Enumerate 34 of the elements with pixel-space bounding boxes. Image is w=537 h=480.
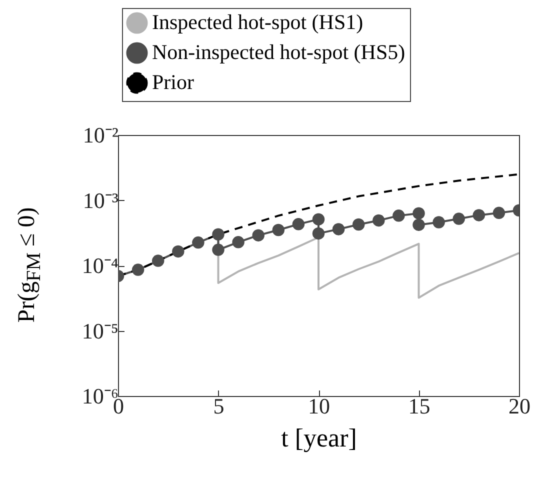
point <box>232 236 244 248</box>
point <box>292 218 305 230</box>
y-tick-label: 10⁻³ <box>82 188 119 213</box>
legend-label: Inspected hot-spot (HS1) <box>152 10 364 34</box>
x-tick-label: 10 <box>308 394 330 418</box>
y-tick-label: 10⁻² <box>82 122 119 148</box>
point <box>152 254 164 267</box>
point <box>252 229 264 242</box>
legend-label: Prior <box>152 70 194 94</box>
point <box>332 223 345 236</box>
y-tick-label: 10⁻⁴ <box>82 253 119 278</box>
point <box>312 213 325 226</box>
y-tick-label: 10⁻⁵ <box>82 318 118 344</box>
point <box>172 245 184 258</box>
point <box>272 224 285 236</box>
legend-label: Non-inspected hot-spot (HS5) <box>152 40 406 64</box>
point <box>372 214 385 227</box>
x-tick-label: 20 <box>508 394 530 418</box>
x-axis-title: t [year] <box>281 424 357 452</box>
point <box>192 236 204 249</box>
point <box>212 228 224 240</box>
point <box>132 264 144 276</box>
x-tick-label: 5 <box>213 394 224 418</box>
point <box>392 210 405 222</box>
point <box>312 227 325 240</box>
point <box>352 218 365 231</box>
point <box>492 206 506 220</box>
point <box>472 209 486 222</box>
point <box>412 218 425 231</box>
x-tick-label: 15 <box>408 394 430 418</box>
point <box>212 244 224 256</box>
point <box>412 207 425 220</box>
point <box>432 216 445 228</box>
point <box>452 212 465 225</box>
